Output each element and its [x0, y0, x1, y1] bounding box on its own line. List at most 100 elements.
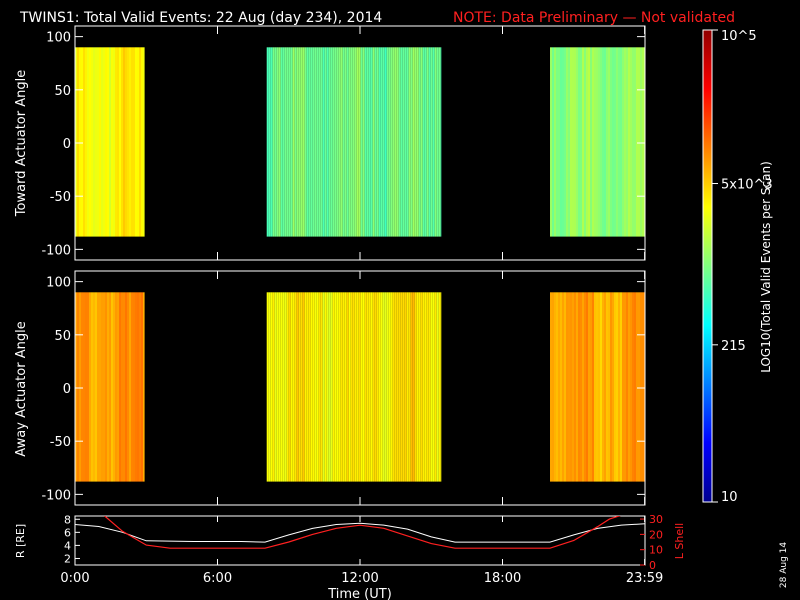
top-x-ticks	[74, 26, 646, 260]
heatmap-column	[570, 292, 572, 482]
heatmap-column	[394, 292, 397, 482]
heatmap-column	[410, 47, 413, 237]
heatmap-column	[310, 47, 313, 237]
heatmap-column	[330, 47, 333, 237]
heatmap-column	[109, 292, 111, 482]
heatmap-column	[564, 292, 566, 482]
heatmap-column	[314, 292, 317, 482]
heatmap-column	[91, 292, 93, 482]
heatmap-column	[612, 292, 614, 482]
heatmap-column	[610, 292, 612, 482]
heatmap-column	[584, 47, 586, 237]
heatmap-column	[129, 47, 131, 237]
heatmap-column	[398, 292, 401, 482]
heatmap-column	[560, 292, 562, 482]
heatmap-column	[414, 292, 417, 482]
heatmap-column	[632, 292, 634, 482]
heatmap-column	[332, 47, 335, 237]
heatmap-column	[390, 292, 393, 482]
heatmap-column	[376, 292, 379, 482]
heatmap-column	[336, 47, 339, 237]
heatmap-column	[131, 292, 133, 482]
heatmap-column	[322, 47, 325, 237]
heatmap-column	[288, 47, 291, 237]
heatmap-column	[560, 47, 562, 237]
heatmap-column	[558, 292, 560, 482]
heatmap-column	[624, 47, 626, 237]
heatmap-column	[330, 292, 333, 482]
middle-panel: 100 50 0 -50 -100 Away Actuator Angle	[14, 270, 646, 506]
heatmap-column	[574, 47, 576, 237]
heatmap-column	[580, 47, 582, 237]
heatmap-column	[638, 292, 640, 482]
heatmap-column	[622, 47, 624, 237]
heatmap-column	[436, 47, 439, 237]
heatmap-column	[608, 47, 610, 237]
heatmap-column	[362, 292, 365, 482]
heatmap-column	[642, 47, 644, 237]
heatmap-column	[117, 47, 119, 237]
heatmap-column	[103, 47, 105, 237]
heatmap-column	[436, 292, 439, 482]
heatmap-column	[576, 47, 578, 237]
heatmap-column	[614, 292, 616, 482]
heatmap-column	[384, 47, 387, 237]
y-tick-label: -100	[41, 488, 71, 503]
y-tick-label: 0	[63, 137, 71, 152]
colorbar-tick-label: 10	[721, 490, 738, 505]
heatmap-column	[616, 292, 618, 482]
heatmap-column	[356, 47, 359, 237]
heatmap-column	[566, 292, 568, 482]
heatmap-column	[316, 47, 319, 237]
heatmap-column	[626, 292, 628, 482]
heatmap-column	[121, 47, 123, 237]
colorbar-label: LOG10(Total Valid Events per Scan)	[759, 161, 773, 373]
heatmap-column	[630, 47, 632, 237]
heatmap-column	[438, 47, 441, 237]
heatmap-column	[396, 47, 399, 237]
heatmap-column	[348, 47, 351, 237]
heatmap-column	[95, 292, 97, 482]
y-tick-label: 0	[63, 382, 71, 397]
heatmap-column	[408, 47, 411, 237]
heatmap-column	[294, 47, 297, 237]
heatmap-column	[83, 292, 85, 482]
l-shell-tick-label: 0	[649, 559, 656, 572]
heatmap-column	[550, 292, 552, 482]
heatmap-column	[324, 292, 327, 482]
heatmap-column	[334, 47, 337, 237]
heatmap-column	[640, 47, 642, 237]
heatmap-column	[336, 292, 339, 482]
heatmap-column	[75, 47, 77, 237]
time-axis: 0:00 6:00 12:00 18:00 23:59	[60, 516, 663, 586]
heatmap-column	[133, 47, 135, 237]
heatmap-column	[344, 47, 347, 237]
heatmap-column	[127, 292, 129, 482]
heatmap-column	[606, 47, 608, 237]
heatmap-column	[302, 292, 305, 482]
heatmap-column	[276, 292, 279, 482]
heatmap-column	[354, 47, 357, 237]
heatmap-column	[290, 47, 293, 237]
heatmap-column	[141, 292, 143, 482]
heatmap-column	[358, 292, 361, 482]
heatmap-column	[558, 47, 560, 237]
heatmap-column	[368, 292, 371, 482]
heatmap-column	[270, 292, 273, 482]
heatmap-column	[586, 47, 588, 237]
chart-title: TWINS1: Total Valid Events: 22 Aug (day …	[19, 10, 382, 26]
time-tick-label: 23:59	[626, 571, 663, 586]
top-panel: 100 50 0 -50 -100 Toward Actuator Angle	[14, 25, 646, 261]
heatmap-column	[318, 292, 321, 482]
heatmap-column	[111, 292, 113, 482]
heatmap-column	[77, 47, 79, 237]
heatmap-column	[414, 47, 417, 237]
heatmap-column	[428, 292, 431, 482]
heatmap-column	[562, 47, 564, 237]
heatmap-column	[424, 292, 427, 482]
heatmap-column	[306, 292, 309, 482]
heatmap-column	[388, 292, 391, 482]
heatmap-column	[121, 292, 123, 482]
heatmap-column	[314, 47, 317, 237]
